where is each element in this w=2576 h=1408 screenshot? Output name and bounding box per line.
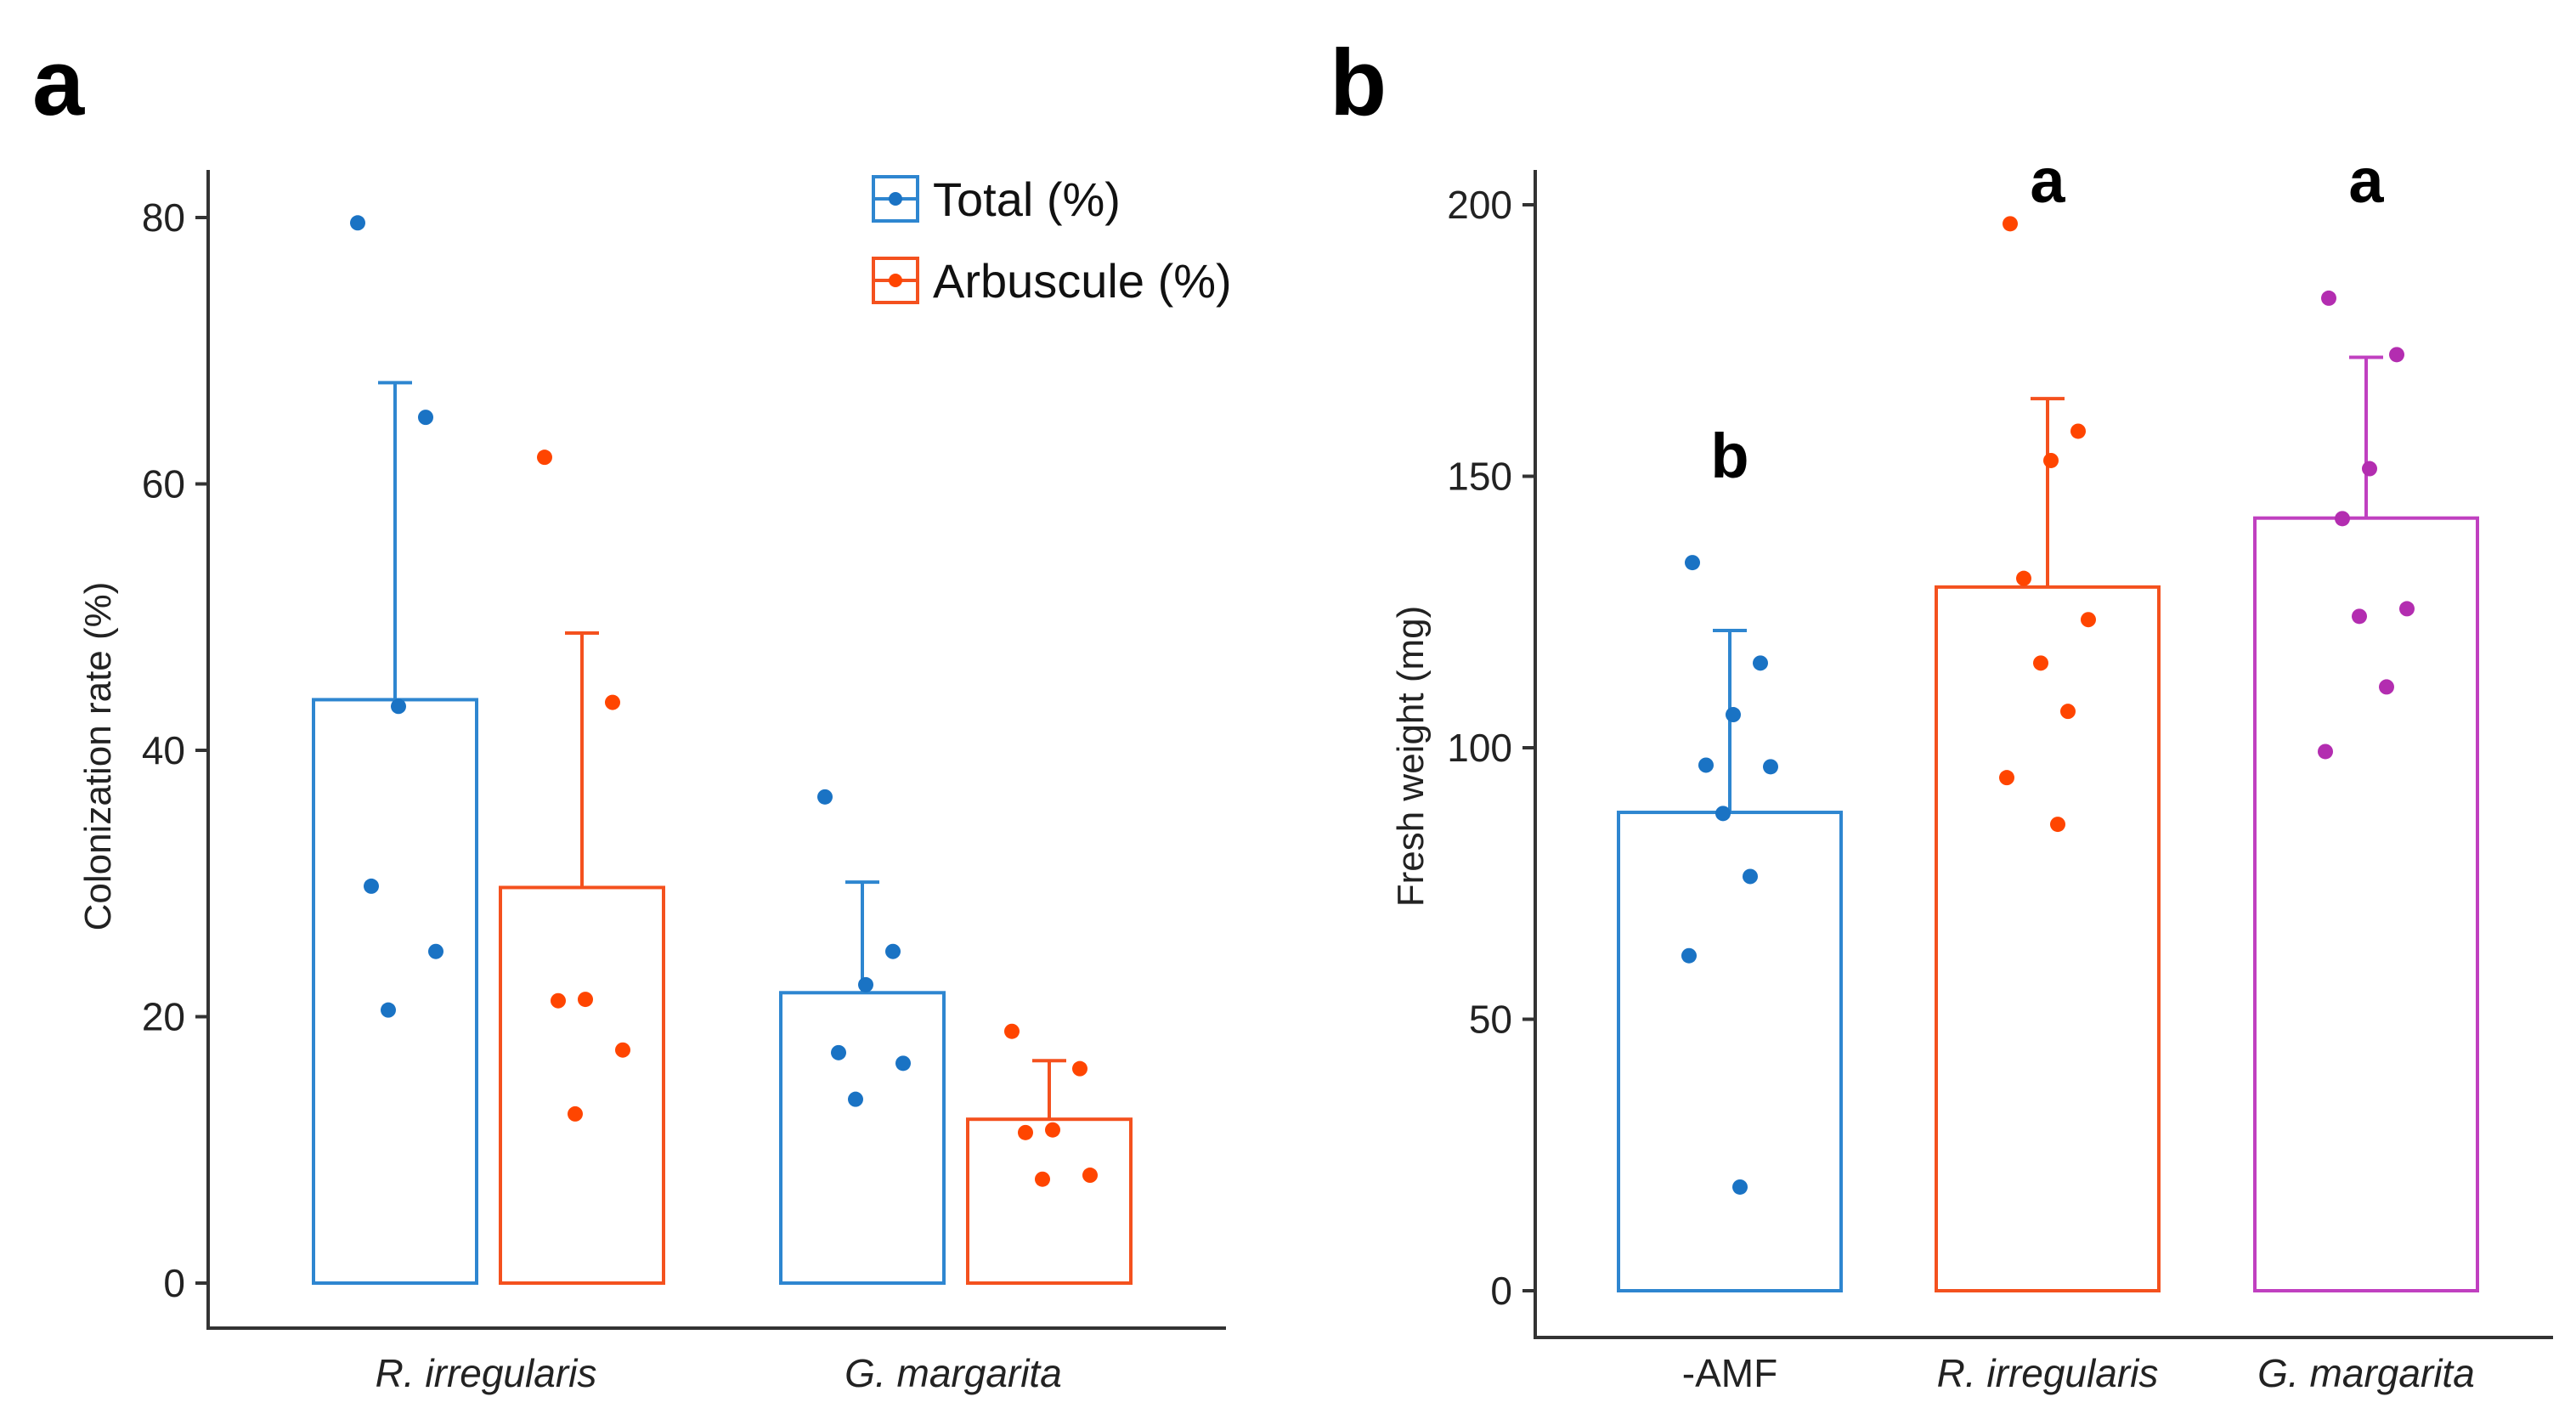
significance-letter: a (2030, 145, 2065, 216)
data-point (391, 698, 406, 715)
bar (1935, 585, 2161, 1292)
panel-a-chart: Colonization rate (%) 0 20 40 60 80 R. irreg… (77, 170, 1232, 1395)
data-point (831, 1044, 846, 1060)
panel-a-legend: Total (%) Arbuscule (%) (872, 172, 1232, 308)
bar (779, 991, 946, 1286)
data-point (1732, 1179, 1748, 1195)
panel-b-y-ticks: 0 50 100 150 200 (1447, 183, 1535, 1313)
data-point (2050, 817, 2065, 833)
panel-a-y-tick-label: 80 (142, 195, 185, 240)
panel-a-letter: a (32, 31, 85, 135)
panel-a-y-tick-label: 0 (163, 1261, 185, 1305)
panel-a-y-axis-title: Colonization rate (%) (77, 582, 119, 931)
data-point (2335, 511, 2350, 527)
panel-b-y-tick-label: 100 (1447, 726, 1512, 770)
significance-letter: b (1710, 421, 1748, 491)
data-point (428, 943, 443, 959)
data-point (2352, 608, 2367, 625)
data-point (350, 215, 365, 231)
data-point (364, 878, 379, 894)
panel-b-y-tick-label: 0 (1490, 1269, 1512, 1313)
panel-b-category-label: -AMF (1682, 1351, 1777, 1395)
data-point (2070, 423, 2086, 439)
data-point (2318, 744, 2333, 760)
data-point (1004, 1023, 1020, 1039)
data-point (1035, 1171, 1050, 1187)
data-point (2379, 679, 2394, 695)
data-point (848, 1091, 863, 1107)
data-point (817, 789, 833, 805)
bar (312, 698, 478, 1285)
data-point (1018, 1124, 1033, 1140)
data-point (2033, 655, 2048, 671)
data-point (1999, 770, 2014, 786)
panel-a-category-label: G. margarita (845, 1351, 1062, 1395)
legend-label-arbuscule: Arbuscule (%) (933, 254, 1232, 308)
panel-b-letter: b (1330, 31, 1387, 135)
data-point (1715, 806, 1731, 822)
data-point (418, 410, 433, 426)
panel-b-y-tick-label: 200 (1447, 183, 1512, 227)
panel-b-marks (1617, 216, 2479, 1292)
panel-b-y-tick-label: 150 (1447, 455, 1512, 499)
data-point (1753, 655, 1768, 671)
data-point (615, 1042, 630, 1058)
panel-b-category-label: R. irregularis (1937, 1351, 2159, 1395)
data-point (2060, 704, 2076, 720)
data-point (605, 694, 620, 710)
data-point (1685, 555, 1700, 571)
data-point (2003, 216, 2018, 232)
bar (966, 1117, 1133, 1286)
data-point (2389, 347, 2404, 363)
legend-dot-total (889, 192, 902, 206)
bar (1617, 811, 1843, 1292)
data-point (578, 992, 593, 1008)
data-point (885, 943, 901, 959)
panel-a-y-tick-label: 20 (142, 995, 185, 1039)
legend-label-total: Total (%) (933, 172, 1121, 226)
panel-b-category-label: G. margarita (2257, 1351, 2475, 1395)
panel-a-y-tick-label: 60 (142, 462, 185, 506)
data-point (381, 1002, 396, 1018)
bar (2253, 516, 2479, 1292)
data-point (2081, 612, 2096, 628)
data-point (2043, 452, 2059, 468)
data-point (1698, 757, 1714, 773)
data-point (1763, 759, 1778, 775)
panel-b-y-axis-title: Fresh weight (mg) (1390, 606, 1432, 908)
data-point (2362, 461, 2377, 477)
panel-a-category-label: R. irregularis (376, 1351, 597, 1395)
data-point (1072, 1060, 1087, 1077)
panel-b-y-tick-label: 50 (1469, 998, 1512, 1042)
data-point (1743, 868, 1758, 885)
panel-b-chart: Fresh weight (mg) 0 50 100 150 200 -AMF R. i… (1390, 145, 2553, 1395)
data-point (895, 1055, 911, 1072)
data-point (2399, 601, 2415, 617)
data-point (551, 992, 566, 1009)
data-point (1681, 947, 1697, 964)
panel-a-y-ticks: 0 20 40 60 80 (142, 195, 208, 1305)
bar (499, 885, 665, 1285)
panel-a-marks (312, 215, 1133, 1286)
data-point (537, 450, 552, 466)
data-point (1726, 707, 1741, 723)
data-point (1045, 1122, 1060, 1138)
panel-a-y-tick-label: 40 (142, 728, 185, 772)
data-point (2321, 290, 2336, 306)
legend-dot-arbuscule (889, 274, 902, 287)
data-point (568, 1105, 583, 1122)
data-point (1082, 1168, 1098, 1184)
panel-b-significance-letters: b a a (1710, 145, 2384, 491)
data-point (858, 976, 873, 992)
data-point (2016, 570, 2031, 586)
significance-letter: a (2348, 145, 2384, 216)
